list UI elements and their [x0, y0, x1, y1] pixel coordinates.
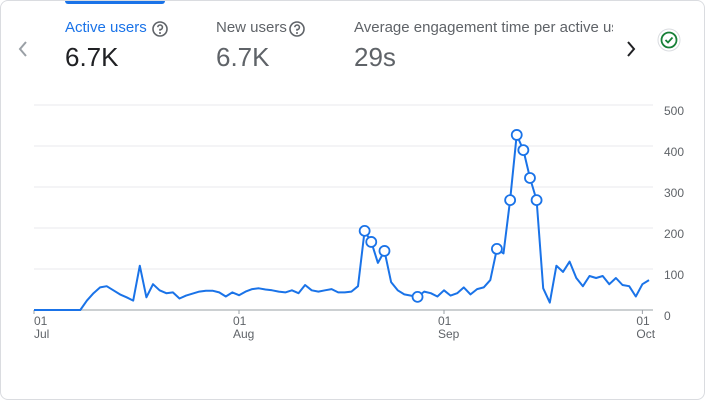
x-tick-label: 01 Jul [34, 314, 50, 341]
metric-label: New users [216, 19, 287, 36]
x-tick-label: 01 Oct [636, 314, 656, 341]
metric-value: 6.7K [216, 42, 270, 72]
next-arrow[interactable] [621, 39, 641, 59]
anomaly-marker [530, 194, 543, 207]
prev-arrow[interactable] [13, 39, 33, 59]
anomaly-marker [504, 194, 517, 207]
y-tick-label: 500 [664, 104, 684, 118]
active-tab-indicator [65, 1, 165, 4]
anomaly-marker [517, 144, 530, 157]
anomaly-marker [358, 224, 371, 237]
help-icon[interactable] [151, 20, 169, 38]
metric-label: Average engagement time per active us [354, 19, 613, 36]
anomaly-marker [378, 245, 391, 257]
metric-tab[interactable]: New users 6.7K [216, 19, 336, 73]
metric-value: 6.7K [65, 42, 119, 72]
y-tick-label: 300 [664, 186, 684, 200]
anomaly-marker [365, 236, 378, 248]
anomaly-marker [510, 129, 523, 141]
metric-label: Active users [65, 19, 147, 36]
x-tick-label: 01 Sep [438, 314, 460, 341]
y-tick-label: 0 [664, 309, 671, 323]
metric-value: 29s [354, 42, 396, 72]
x-tick-label: 01 Aug [233, 314, 255, 341]
help-icon[interactable] [288, 20, 306, 38]
status-icon[interactable] [656, 27, 682, 53]
metric-tab[interactable]: Active users 6.7K [65, 19, 195, 73]
line-series [34, 133, 650, 311]
y-tick-label: 200 [664, 227, 684, 241]
anomaly-marker [491, 243, 503, 255]
y-tick-label: 400 [664, 145, 684, 159]
y-tick-label: 100 [664, 268, 684, 282]
anomaly-marker [524, 172, 536, 184]
metric-tab[interactable]: Average engagement time per active us 29… [354, 19, 613, 73]
anomaly-marker [411, 290, 424, 303]
